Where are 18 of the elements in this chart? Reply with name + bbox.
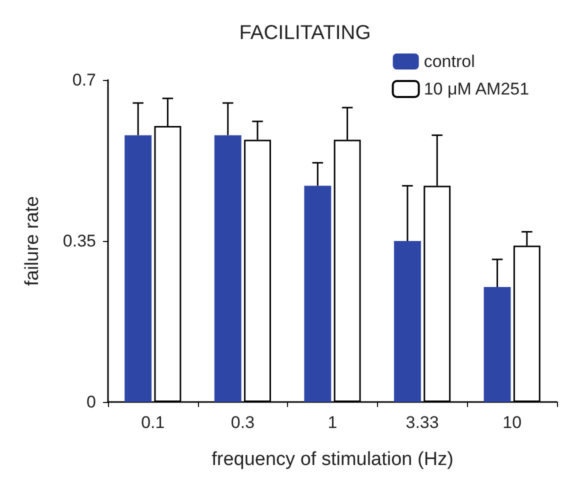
x-tick-label: 0.3: [230, 413, 255, 432]
x-axis-title: frequency of stimulation (Hz): [212, 449, 454, 470]
chart-title: FACILITATING: [239, 22, 371, 44]
x-tick-label: 1: [328, 413, 338, 432]
x-tick-label: 0.1: [141, 413, 165, 432]
bar: [124, 135, 152, 402]
bar: [394, 241, 421, 402]
legend-label: 10 μM AM251: [424, 80, 530, 98]
bar: [484, 287, 511, 402]
x-tick-label: 3.33: [406, 413, 439, 432]
y-axis-title: failure rate: [22, 196, 43, 286]
y-tick-label: 0.35: [62, 232, 96, 250]
x-tick-label: 10: [502, 413, 522, 432]
bar: [304, 186, 332, 402]
legend-label: control: [424, 52, 475, 71]
bar: [214, 135, 242, 402]
y-tick-label: 0.7: [72, 70, 96, 90]
y-tick-label: 0: [86, 392, 96, 412]
